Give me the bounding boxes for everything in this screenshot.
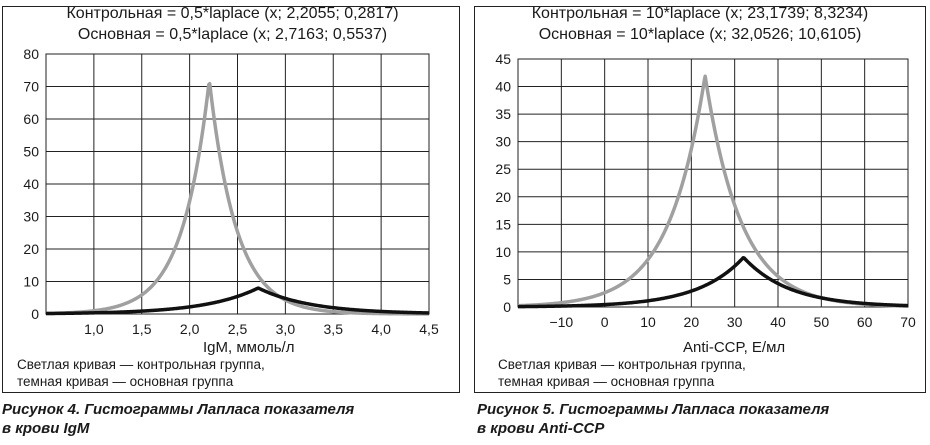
title-line-main: Основная = 0,5*laplace (x; 2,7163; 0,553…	[77, 26, 388, 43]
x-tick-label: 20	[684, 314, 700, 330]
legend-note-light: Светлая кривая — контрольная группа,	[17, 357, 265, 372]
x-tick-label: 30	[727, 314, 743, 330]
title-line-control: Контрольная = 0,5*laplace (x; 2,2055; 0,…	[66, 5, 399, 22]
y-tick-label: 20	[495, 189, 511, 205]
x-axis-label: Anti-CCP, Е/мл	[683, 339, 786, 356]
y-tick-label: 15	[495, 216, 511, 232]
chart-title: Контрольная = 0,5*laplace (x; 2,2055; 0,…	[0, 3, 465, 45]
y-tick-label: 45	[495, 51, 511, 67]
x-tick-label: 1,0	[84, 321, 104, 337]
x-tick-label: −10	[549, 314, 573, 330]
plot-area	[517, 58, 909, 308]
legend-note-dark: темная кривая — основная группа	[17, 374, 234, 389]
y-tick-label: 25	[495, 161, 511, 177]
y-tick-label: 10	[495, 244, 511, 260]
chart-frame	[2, 6, 460, 393]
y-tick-label: 35	[495, 106, 511, 122]
x-tick-label: 2,5	[228, 321, 248, 337]
chart-panel-anticcp: Контрольная = 10*laplace (x; 23,1739; 8,…	[470, 0, 930, 445]
series-line-control	[517, 74, 909, 308]
series-line-main	[45, 286, 430, 316]
x-tick-label: 50	[814, 314, 830, 330]
x-tick-label: 0	[601, 314, 609, 330]
x-tick-label: 4,0	[371, 321, 391, 337]
legend-note-dark: темная кривая — основная группа	[498, 374, 715, 389]
x-tick-label: 4,5	[419, 321, 439, 337]
x-tick-label: 2,0	[180, 321, 200, 337]
y-tick-label: 5	[503, 271, 511, 287]
y-tick-label: 0	[503, 299, 511, 315]
caption-line-2: в крови IgM	[2, 420, 90, 437]
caption-line-2: в крови Anti-CCP	[477, 420, 605, 437]
x-tick-label: 1,5	[132, 321, 152, 337]
x-axis-label: IgM, ммоль/л	[203, 339, 295, 356]
caption-line-1: Рисунок 4. Гистограммы Лапласа показател…	[2, 401, 355, 418]
chart-plot-igm: 0 10 20 30 40 50 60 70 80 1,0 1,5 2,0 2,5 3,0 3,5 4,0 4,…	[23, 46, 439, 337]
y-tick-label: 80	[23, 46, 39, 62]
y-tick-label: 10	[23, 274, 39, 290]
x-tick-label: 40	[770, 314, 786, 330]
y-tick-label: 70	[23, 79, 39, 95]
title-line-control: Контрольная = 10*laplace (x; 23,1739; 8,…	[531, 5, 869, 22]
series-line-control	[45, 81, 430, 316]
figure-caption: Рисунок 5. Гистограммы Лапласа показател…	[477, 400, 829, 438]
figure-caption: Рисунок 4. Гистограммы Лапласа показател…	[2, 400, 354, 438]
y-tick-label: 40	[495, 79, 511, 95]
x-tick-label: 70	[900, 314, 916, 330]
x-tick-label: 3,0	[276, 321, 296, 337]
chart-title: Контрольная = 10*laplace (x; 23,1739; 8,…	[470, 3, 930, 45]
chart-panel-igm: Контрольная = 0,5*laplace (x; 2,2055; 0,…	[0, 3, 465, 438]
legend-note-light: Светлая кривая — контрольная группа,	[498, 357, 746, 372]
caption-line-1: Рисунок 5. Гистограммы Лапласа показател…	[477, 401, 830, 418]
y-tick-label: 40	[23, 176, 39, 192]
y-tick-label: 20	[23, 241, 39, 257]
chart-frame	[474, 6, 926, 393]
series-line-main	[517, 256, 909, 309]
x-tick-label: 10	[640, 314, 656, 330]
x-tick-label: 60	[857, 314, 873, 330]
y-tick-label: 50	[23, 144, 39, 160]
y-tick-label: 30	[23, 209, 39, 225]
y-tick-label: 0	[31, 306, 39, 322]
title-line-main: Основная = 10*laplace (x; 32,0526; 10,61…	[538, 26, 862, 43]
y-tick-label: 60	[23, 111, 39, 127]
chart-plot-anticcp: 0 5 10 15 20 25 30 35 40 45 −10 0 10 20 30 40 50 60 70	[495, 51, 916, 330]
x-tick-label: 3,5	[324, 321, 344, 337]
y-tick-label: 30	[495, 134, 511, 150]
